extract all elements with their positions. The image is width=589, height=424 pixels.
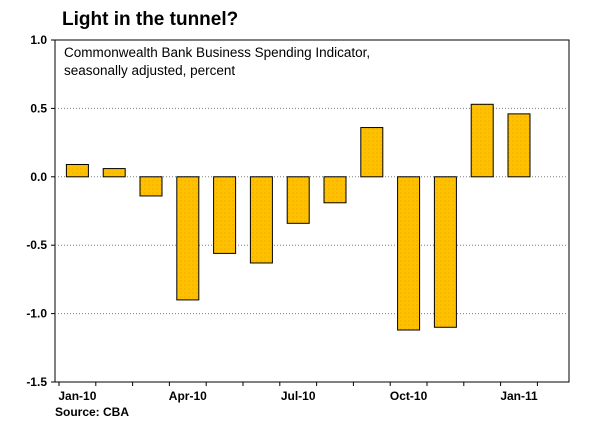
bar-nov-10 xyxy=(433,176,457,328)
x-tick-label: Oct-10 xyxy=(390,389,428,403)
bar-may-10 xyxy=(213,176,237,254)
x-tick-label: Jul-10 xyxy=(281,389,316,403)
bar-feb-10 xyxy=(102,168,126,178)
bar-jun-10 xyxy=(249,176,273,264)
x-tick-label: Jan-10 xyxy=(58,389,96,403)
y-tick-label: -0.5 xyxy=(26,238,47,252)
x-tick-label: Apr-10 xyxy=(169,389,207,403)
bars xyxy=(65,103,531,331)
bar-sep-10 xyxy=(360,127,384,178)
y-tick-label: -1.5 xyxy=(26,375,47,389)
bar-aug-10 xyxy=(323,176,347,204)
bar-mar-10 xyxy=(139,176,163,197)
bar-jan-11 xyxy=(507,113,531,178)
source-note: Source: CBA xyxy=(55,405,130,419)
bar-jul-10 xyxy=(286,176,310,224)
chart-subtitle-line-2: seasonally adjusted, percent xyxy=(64,63,235,78)
plot-area xyxy=(54,39,570,383)
bar-oct-10 xyxy=(397,176,421,331)
x-tick-label: Jan-11 xyxy=(500,389,538,403)
bar-jan-10 xyxy=(65,163,89,178)
x-axis: Jan-10 Apr-10 Jul-10 Oct-10 Jan-11 xyxy=(58,382,538,403)
y-axis: 1.0 0.5 0.0 -0.5 -1.0 -1.5 xyxy=(26,33,55,389)
bar-dec-10 xyxy=(470,103,494,178)
y-tick-label: 0.5 xyxy=(30,101,47,115)
y-tick-label: -1.0 xyxy=(26,307,47,321)
chart-title: Light in the tunnel? xyxy=(62,9,239,30)
bar-apr-10 xyxy=(176,176,200,301)
y-tick-label: 0.0 xyxy=(30,170,47,184)
chart-subtitle-line-1: Commonwealth Bank Business Spending Indi… xyxy=(64,45,370,60)
y-tick-label: 1.0 xyxy=(30,33,47,47)
